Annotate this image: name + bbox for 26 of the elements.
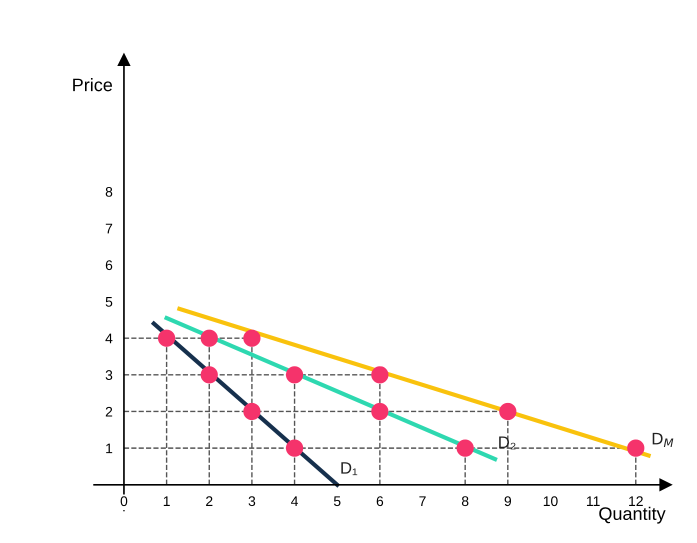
x-tick-label: 11 [586,496,600,506]
x-tick-label: 4 [291,496,298,506]
y-tick-label: 7 [106,224,112,234]
x-tick-label: 5 [334,496,340,506]
series-label: D$_{M}$ [652,432,674,448]
y-tick-label: 1 [106,444,112,454]
y-axis-title: Price [73,78,112,92]
x-tick-label: 3 [248,496,256,506]
y-tick-label: 4 [105,334,112,344]
x-tick-label: 12 [629,496,643,506]
series-label: D₂ [499,436,516,450]
x-tick-label: 0 [120,496,128,506]
y-tick-label: 6 [106,260,112,270]
x-tick-label: 10 [544,496,558,506]
x-tick-label: 2 [206,496,212,506]
y-tick-label: 8 [106,186,112,197]
x-tick-label: 6 [376,496,384,506]
y-tick-label: 2 [106,406,112,417]
y-tick-label: 5 [106,297,112,307]
x-axis-title: Quantity [599,506,666,524]
x-tick-label: 1 [164,496,170,506]
x-tick-label: 7 [419,496,426,506]
y-tick-label: 3 [106,370,112,380]
x-tick-label: 8 [462,496,468,506]
series-label: D₁ [341,462,358,476]
x-tick-label: 9 [504,496,512,506]
